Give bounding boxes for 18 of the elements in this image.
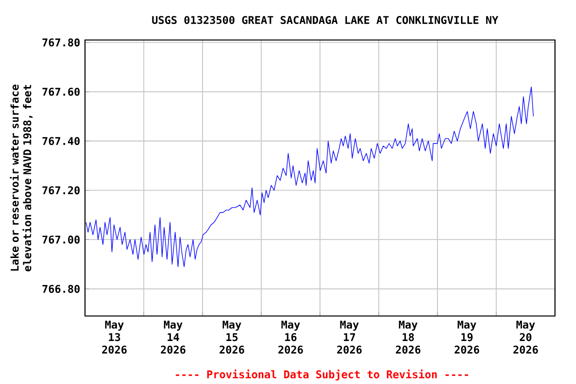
line-series [86,86,534,268]
x-tick-label: May 18 2026 [396,320,420,354]
x-tick-label: May 13 2026 [102,320,127,354]
y-tick-label: 767.80 [42,38,80,46]
x-tick-label: May 14 2026 [160,320,186,354]
chart-title: USGS 01323500 GREAT SACANDAGA LAKE AT CONKLINGVILLE NY [152,16,498,24]
x-tick-label: May 19 2026 [454,320,480,354]
x-tick-label: May 17 2026 [337,320,362,354]
y-tick-label: 766.80 [42,284,80,293]
y-tick-label: 767.20 [42,186,80,194]
text: ---- Provisional Data Subject to Revision ---- [176,370,468,380]
x-tick-label: May 15 2026 [220,320,244,354]
x-tick-label: May 20 2026 [513,320,538,354]
x-tick-label: May 16 2026 [278,320,303,354]
y-tick-label: 767.40 [42,136,80,146]
y-axis-title: Lake or reservoir water surface elevation above NAVD 1988, feet [10,84,33,272]
y-tick-label: 767.00 [42,236,80,244]
y-tick-label: 767.60 [42,88,80,96]
